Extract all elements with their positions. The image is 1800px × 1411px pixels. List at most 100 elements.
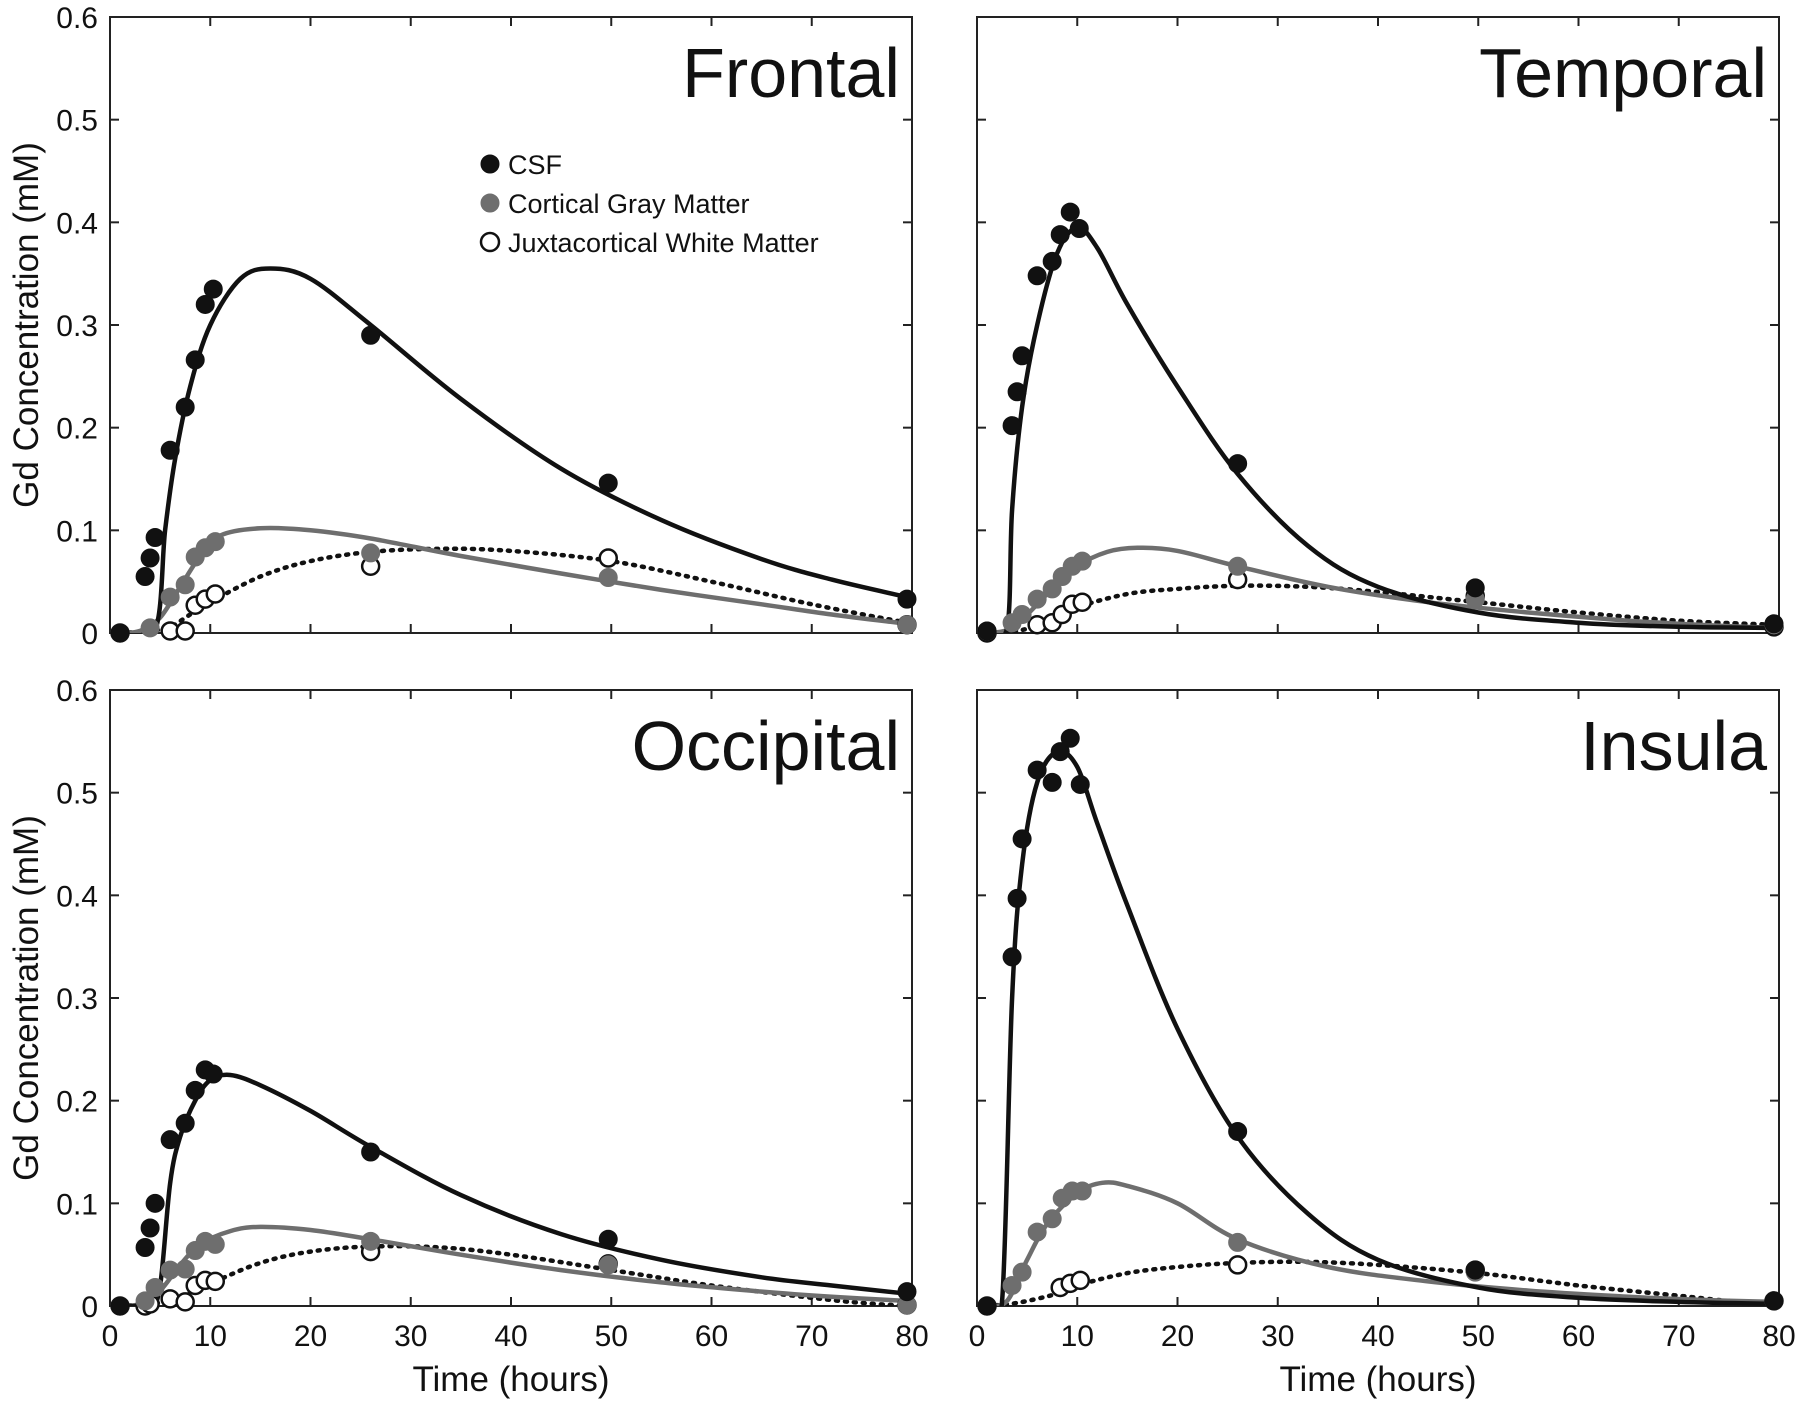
panel-title-temporal: Temporal <box>1479 34 1767 112</box>
panel-temporal: Temporal <box>976 16 1784 643</box>
data-point-csf <box>145 1193 165 1213</box>
data-point-csf <box>110 623 130 643</box>
y-tick-label: 0.5 <box>56 105 98 138</box>
y-axis-label: Gd Concentration (mM) <box>7 815 46 1181</box>
x-axis-label: Time (hours) <box>412 1360 609 1399</box>
data-point-csf <box>361 1142 381 1162</box>
data-point-csf <box>1050 742 1070 762</box>
legend-label-juxtacortical-white-matter: Juxtacortical White Matter <box>508 228 819 258</box>
panel-frontal: 0 0.1 0.2 0.3 0.4 0.5 0.6 Gd Concentration (mM)… <box>7 2 917 651</box>
y-axis-label: Gd Concentration (mM) <box>7 142 46 508</box>
x-tick-label: 80 <box>895 1320 928 1353</box>
data-point-csf <box>160 440 180 460</box>
y-tick-label: 0.5 <box>56 778 98 811</box>
data-point-juxtacortical-white-matter <box>1072 592 1093 612</box>
data-point-csf <box>1050 225 1070 245</box>
x-tick-label: 60 <box>695 1320 728 1353</box>
data-point-csf <box>160 1130 180 1150</box>
data-point-cortical-gray-matter <box>1027 1222 1047 1242</box>
fit-line-cortical-gray-matter-frontal <box>117 525 910 633</box>
data-point-csf <box>1764 614 1784 634</box>
data-point-cortical-gray-matter <box>598 568 618 588</box>
data-point-cortical-gray-matter <box>361 543 381 563</box>
y-tick-label: 0.1 <box>56 515 98 548</box>
data-point-juxtacortical-white-matter <box>205 584 226 604</box>
data-point-csf <box>1228 454 1248 474</box>
legend-marker-juxtacortical-white-matter <box>479 231 501 253</box>
x-tick-label: 70 <box>1662 1320 1695 1353</box>
y-tick-label: 0.1 <box>56 1188 98 1221</box>
data-point-csf <box>135 1237 155 1257</box>
data-point-cortical-gray-matter <box>1002 1275 1022 1295</box>
legend-label-csf: CSF <box>508 150 562 180</box>
x-tick-label: 30 <box>1261 1320 1294 1353</box>
y-tick-label: 0.2 <box>56 413 98 446</box>
data-point-csf <box>203 279 223 299</box>
panel-title-insula: Insula <box>1580 707 1767 785</box>
y-tick-label: 0 <box>81 618 98 651</box>
data-point-cortical-gray-matter <box>1042 579 1062 599</box>
legend-marker-cortical-gray-matter <box>480 193 500 213</box>
panel-title-occipital: Occipital <box>632 707 900 785</box>
x-tick-label: 60 <box>1562 1320 1595 1353</box>
x-tick-label: 0 <box>969 1320 986 1353</box>
data-point-csf <box>977 1296 997 1316</box>
legend: CSF Cortical Gray Matter Juxtacortical Whi… <box>479 150 819 258</box>
data-point-juxtacortical-white-matter <box>205 1271 226 1292</box>
data-point-csf <box>1012 346 1032 366</box>
x-axis-label: Time (hours) <box>1279 1360 1476 1399</box>
data-point-cortical-gray-matter <box>205 1234 225 1254</box>
data-point-cortical-gray-matter <box>1072 551 1092 571</box>
data-point-csf <box>203 1064 223 1084</box>
x-tick-label: 20 <box>1161 1320 1194 1353</box>
x-tick-label: 20 <box>294 1320 327 1353</box>
y-tick-label: 0.3 <box>56 983 98 1016</box>
data-point-csf <box>175 397 195 417</box>
fit-line-juxtacortical-white-matter-occipital <box>117 1243 910 1306</box>
x-tick-label: 0 <box>102 1320 119 1353</box>
data-point-cortical-gray-matter <box>1228 1232 1248 1252</box>
data-point-csf <box>195 294 215 314</box>
y-tick-label: 0 <box>81 1291 98 1324</box>
y-tick-label: 0.3 <box>56 310 98 343</box>
legend-label-cortical-gray-matter: Cortical Gray Matter <box>508 189 750 219</box>
data-point-csf <box>1069 218 1089 238</box>
x-tick-label: 10 <box>1061 1320 1094 1353</box>
plot-area-insula <box>984 748 1777 1306</box>
fit-line-csf-frontal <box>117 266 910 633</box>
data-point-csf <box>1012 829 1032 849</box>
data-point-cortical-gray-matter <box>145 1278 165 1298</box>
data-point-cortical-gray-matter <box>1228 556 1248 576</box>
data-point-cortical-gray-matter <box>135 1291 155 1311</box>
data-point-cortical-gray-matter <box>1012 1262 1032 1282</box>
data-point-csf <box>598 473 618 493</box>
y-tick-label: 0.6 <box>56 675 98 708</box>
data-point-csf <box>1007 382 1027 402</box>
data-point-cortical-gray-matter <box>897 615 917 635</box>
data-point-csf <box>1060 202 1080 222</box>
plot-area-frontal <box>117 266 910 633</box>
fit-line-cortical-gray-matter-occipital <box>117 1224 910 1306</box>
y-tick-label: 0.4 <box>56 880 98 913</box>
data-point-csf <box>1060 728 1080 748</box>
data-point-csf <box>1027 760 1047 780</box>
data-point-csf <box>897 589 917 609</box>
data-point-csf <box>185 350 205 370</box>
y-tick-label: 0.4 <box>56 207 98 240</box>
data-point-csf <box>598 1229 618 1249</box>
panel-occipital: 0 0.1 0.2 0.3 0.4 0.5 0.6 0 10 20 30 40 50 60 70 80 Gd C… <box>7 675 929 1399</box>
data-point-csf <box>1070 774 1090 794</box>
data-point-csf <box>897 1282 917 1302</box>
data-point-csf <box>1042 251 1062 271</box>
x-tick-label: 50 <box>1462 1320 1495 1353</box>
data-point-juxtacortical-white-matter <box>175 621 195 641</box>
plot-area-occipital <box>117 1072 910 1306</box>
fit-line-csf-occipital <box>117 1072 910 1306</box>
panel-title-frontal: Frontal <box>682 34 900 112</box>
data-point-cortical-gray-matter <box>361 1231 381 1251</box>
data-point-csf <box>361 325 381 345</box>
data-point-csf <box>135 567 155 587</box>
panels-layer: 0 0.1 0.2 0.3 0.4 0.5 0.6 Gd Concentration (mM)… <box>7 2 1796 1399</box>
x-tick-label: 50 <box>595 1320 628 1353</box>
